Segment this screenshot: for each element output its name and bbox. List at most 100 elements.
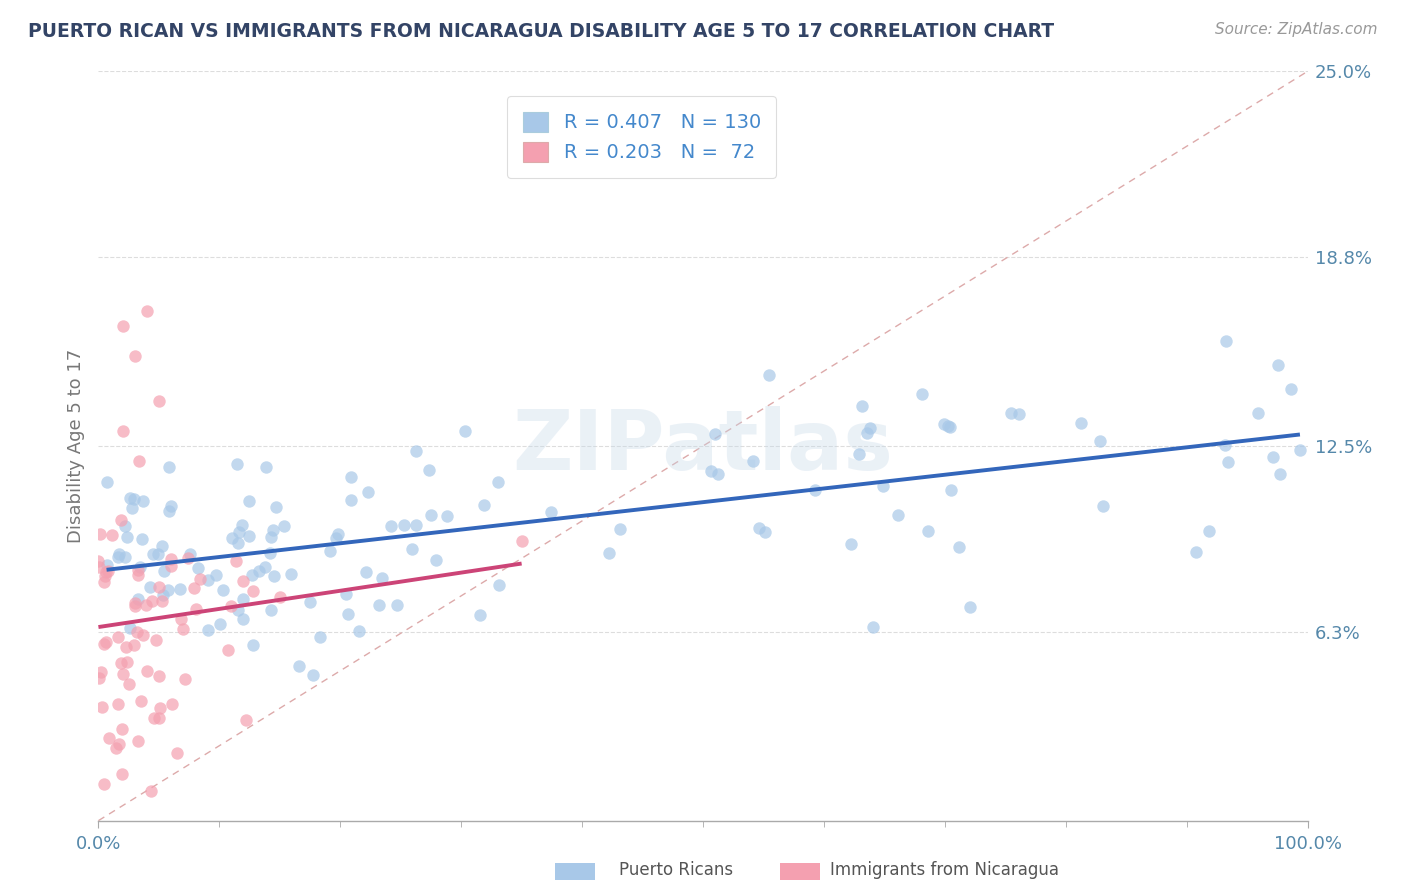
Point bbox=[1247, 406, 1270, 420]
Point bbox=[1279, 382, 1302, 396]
Point bbox=[856, 425, 879, 440]
Point bbox=[211, 583, 233, 598]
Point bbox=[172, 623, 194, 637]
Point bbox=[240, 567, 263, 582]
Point bbox=[120, 621, 142, 635]
Point bbox=[335, 587, 357, 601]
Text: PUERTO RICAN VS IMMIGRANTS FROM NICARAGUA DISABILITY AGE 5 TO 17 CORRELATION CHA: PUERTO RICAN VS IMMIGRANTS FROM NICARAGU… bbox=[28, 22, 1054, 41]
Point bbox=[357, 484, 380, 499]
Point bbox=[247, 564, 270, 578]
Point bbox=[221, 532, 243, 546]
Point bbox=[127, 563, 149, 577]
Point bbox=[242, 584, 264, 599]
Point bbox=[93, 637, 115, 651]
Point bbox=[1215, 334, 1237, 349]
Point bbox=[380, 519, 402, 533]
Point bbox=[209, 616, 232, 631]
Point bbox=[169, 582, 191, 596]
Point bbox=[153, 564, 176, 578]
Point bbox=[101, 528, 124, 542]
Point bbox=[917, 524, 939, 539]
Point bbox=[114, 550, 136, 565]
Point bbox=[98, 731, 121, 745]
Point bbox=[1213, 438, 1236, 452]
Point bbox=[179, 548, 201, 562]
Point bbox=[135, 598, 157, 612]
Point bbox=[232, 591, 254, 606]
Point bbox=[309, 630, 332, 644]
Point bbox=[336, 607, 359, 622]
Point bbox=[609, 522, 631, 536]
Point bbox=[418, 463, 440, 477]
Point bbox=[105, 741, 128, 756]
Point bbox=[97, 565, 120, 579]
Point bbox=[232, 574, 254, 589]
Point bbox=[1263, 450, 1285, 465]
Point bbox=[110, 657, 132, 671]
Point bbox=[238, 529, 260, 543]
Point bbox=[287, 659, 309, 673]
Point bbox=[401, 541, 423, 556]
Point bbox=[94, 565, 117, 579]
Point bbox=[280, 567, 302, 582]
Text: ZIPatlas: ZIPatlas bbox=[513, 406, 893, 486]
Point bbox=[226, 603, 249, 617]
Point bbox=[124, 599, 146, 614]
Point bbox=[700, 465, 723, 479]
Point bbox=[150, 594, 173, 608]
Point bbox=[263, 569, 285, 583]
Point bbox=[706, 467, 728, 481]
Point bbox=[1185, 545, 1208, 559]
Point bbox=[94, 569, 117, 583]
Point bbox=[141, 594, 163, 608]
Point bbox=[340, 470, 363, 484]
Point bbox=[1000, 407, 1022, 421]
Point bbox=[319, 544, 342, 558]
Point bbox=[129, 694, 152, 708]
Point bbox=[264, 500, 287, 515]
Point bbox=[188, 572, 211, 586]
Point bbox=[127, 568, 149, 582]
Point bbox=[125, 625, 148, 640]
Point bbox=[138, 580, 160, 594]
Point bbox=[149, 700, 172, 714]
Point bbox=[157, 583, 180, 598]
Point bbox=[1267, 358, 1289, 372]
Point bbox=[184, 602, 207, 616]
Point bbox=[301, 668, 323, 682]
Point bbox=[704, 426, 727, 441]
Point bbox=[269, 591, 291, 605]
Point bbox=[425, 553, 447, 567]
Point bbox=[174, 672, 197, 686]
Point bbox=[862, 620, 884, 634]
Point bbox=[152, 588, 174, 602]
Point bbox=[114, 640, 136, 654]
Text: Immigrants from Nicaragua: Immigrants from Nicaragua bbox=[830, 861, 1059, 879]
Point bbox=[107, 547, 129, 561]
Point bbox=[238, 494, 260, 508]
Point bbox=[114, 518, 136, 533]
Point bbox=[176, 551, 198, 566]
Point bbox=[911, 386, 934, 401]
Point bbox=[115, 530, 138, 544]
Point bbox=[225, 554, 247, 568]
Point bbox=[124, 349, 146, 363]
Point bbox=[129, 559, 152, 574]
Point bbox=[392, 518, 415, 533]
Point bbox=[262, 523, 284, 537]
Point bbox=[754, 524, 776, 539]
Point bbox=[135, 304, 157, 318]
Point bbox=[107, 630, 129, 644]
Point bbox=[1268, 467, 1291, 482]
Point bbox=[260, 603, 283, 617]
Point bbox=[132, 627, 155, 641]
Point bbox=[273, 519, 295, 533]
Point bbox=[111, 424, 134, 438]
Point bbox=[347, 624, 370, 638]
Point bbox=[183, 581, 205, 595]
Point bbox=[131, 532, 153, 546]
Point bbox=[948, 540, 970, 554]
Point bbox=[748, 521, 770, 535]
Point bbox=[160, 552, 183, 566]
Point bbox=[120, 491, 142, 505]
